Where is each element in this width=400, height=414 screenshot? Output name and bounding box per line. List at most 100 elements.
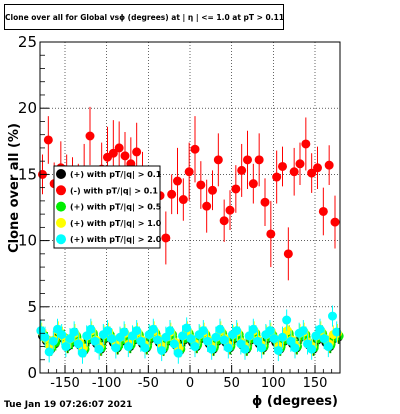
data-point bbox=[161, 233, 171, 243]
data-point bbox=[319, 334, 329, 344]
x-axis-label: ϕ (degrees) bbox=[252, 394, 338, 409]
data-point bbox=[307, 344, 317, 354]
y-axis-label: Clone over all (%) bbox=[7, 123, 22, 253]
data-point bbox=[85, 131, 95, 141]
data-point bbox=[225, 205, 235, 215]
data-point bbox=[123, 342, 133, 352]
title-box: Clone over all for Global vsϕ (degrees) … bbox=[4, 4, 284, 30]
data-point bbox=[86, 324, 96, 334]
data-point bbox=[219, 335, 229, 345]
data-point bbox=[254, 155, 264, 165]
timestamp: Tue Jan 19 07:26:07 2021 bbox=[4, 400, 133, 410]
data-point bbox=[211, 332, 221, 342]
data-point bbox=[328, 311, 337, 321]
legend-marker bbox=[56, 185, 66, 196]
data-point bbox=[61, 342, 71, 352]
x-tick-label: 0 bbox=[186, 376, 194, 391]
data-point bbox=[323, 342, 333, 352]
data-point bbox=[43, 135, 53, 145]
data-point bbox=[198, 326, 208, 336]
data-point bbox=[273, 345, 283, 355]
y-tick-label: 0 bbox=[27, 364, 37, 382]
y-tick-label: 5 bbox=[27, 298, 37, 316]
data-point bbox=[119, 327, 129, 337]
data-point bbox=[182, 323, 192, 333]
data-point bbox=[232, 326, 242, 336]
data-point bbox=[173, 176, 182, 186]
x-tick-label: -150 bbox=[50, 376, 80, 391]
data-point bbox=[140, 343, 150, 353]
data-point bbox=[108, 148, 118, 158]
chart-title: Clone over all for Global vsϕ (degrees) … bbox=[5, 13, 285, 22]
data-point bbox=[120, 151, 130, 161]
data-point bbox=[190, 144, 200, 154]
data-point bbox=[157, 345, 167, 355]
data-point bbox=[266, 229, 276, 239]
data-point bbox=[313, 163, 322, 173]
data-point bbox=[324, 160, 334, 170]
data-point bbox=[278, 161, 287, 171]
data-point bbox=[289, 167, 299, 177]
data-point bbox=[278, 332, 287, 342]
data-point bbox=[114, 143, 124, 153]
data-point bbox=[94, 344, 104, 354]
y-tick-label: 20 bbox=[18, 99, 37, 117]
data-point bbox=[169, 339, 179, 349]
data-point bbox=[290, 343, 300, 353]
y-tick-label: 10 bbox=[18, 232, 37, 250]
data-point bbox=[78, 348, 87, 358]
data-point bbox=[265, 326, 275, 336]
data-point bbox=[190, 342, 200, 352]
x-tick-label: -50 bbox=[138, 376, 159, 391]
data-point bbox=[90, 336, 100, 346]
data-point bbox=[184, 167, 194, 177]
legend-label: (+) with pT/|q| > 2.0 bbox=[70, 235, 162, 244]
data-point bbox=[248, 324, 258, 334]
x-tick-label: 150 bbox=[303, 376, 328, 391]
data-point bbox=[103, 326, 112, 336]
data-point bbox=[153, 335, 162, 345]
data-point bbox=[260, 197, 270, 207]
data-point bbox=[223, 343, 233, 353]
data-point bbox=[213, 155, 223, 165]
data-point bbox=[307, 168, 317, 178]
data-point bbox=[298, 326, 308, 336]
legend-marker bbox=[56, 201, 66, 212]
data-point bbox=[57, 330, 67, 340]
data-point bbox=[257, 343, 267, 353]
legend-box bbox=[53, 165, 161, 249]
data-point bbox=[132, 147, 142, 157]
data-point bbox=[148, 324, 158, 334]
data-point bbox=[186, 334, 196, 344]
data-point bbox=[315, 324, 325, 334]
axes-layer: -150 -100 -50 0 50 100 150 0 5 10 15 20 25 bbox=[18, 33, 341, 391]
data-point bbox=[295, 159, 305, 169]
data-point bbox=[178, 331, 187, 341]
data-point bbox=[282, 315, 292, 325]
data-point bbox=[330, 217, 340, 227]
data-point bbox=[208, 185, 217, 195]
data-point bbox=[219, 216, 229, 226]
data-point bbox=[272, 172, 282, 182]
data-point bbox=[196, 180, 206, 190]
data-point bbox=[215, 324, 225, 334]
data-point bbox=[269, 334, 279, 344]
data-point bbox=[243, 155, 252, 165]
x-tick-label: 100 bbox=[261, 376, 286, 391]
legend-label: (+) with pT/|q| > 1.0 bbox=[70, 219, 162, 228]
data-point bbox=[318, 206, 328, 216]
data-point bbox=[44, 347, 54, 357]
data-point bbox=[237, 165, 247, 175]
data-point bbox=[167, 189, 177, 199]
data-point bbox=[332, 327, 342, 337]
x-tick-label: 50 bbox=[223, 376, 240, 391]
data-point bbox=[69, 327, 79, 337]
data-point bbox=[40, 332, 50, 342]
legend-label: (+) with pT/|q| > 0.5 bbox=[70, 203, 162, 212]
data-point bbox=[165, 326, 175, 336]
data-point bbox=[107, 334, 117, 344]
data-point bbox=[178, 195, 188, 205]
series-group bbox=[36, 305, 342, 364]
data-point bbox=[173, 348, 183, 358]
